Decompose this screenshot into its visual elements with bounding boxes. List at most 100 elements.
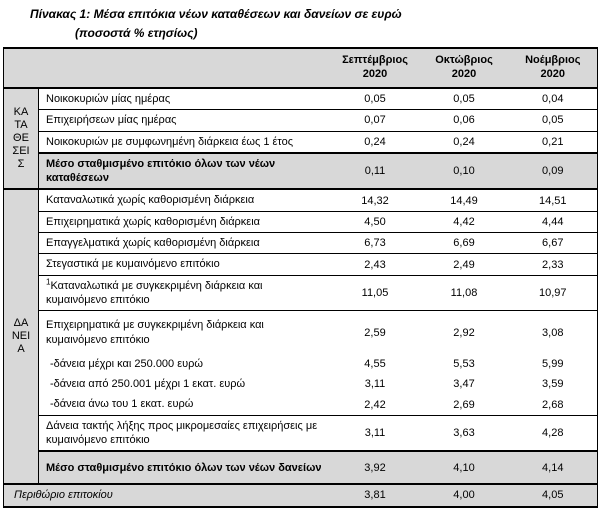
table-row: Επαγγελματικά χωρίς καθορισμένη διάρκεια… [3,232,598,254]
value-cell: 0,05 [542,114,564,127]
value-cell: 0,10 [453,165,475,178]
section-label-line: ΘΕ [13,132,29,145]
value-cell: 0,21 [542,135,564,148]
footer-row: Περιθώριο επιτοκίου 3,81 4,00 4,05 [3,484,598,507]
section-label-line: Α [17,343,25,356]
value-cell: 3,92 [364,461,386,474]
value-cell: 0,07 [364,114,386,127]
row-label: Στεγαστικά με κυμαινόμενο επιτόκιο [46,258,220,271]
table-body: ΚΑ ΤΑ ΘΕ ΣΕΙ Σ Νοικοκυριών μίας ημέρας 0,05 0,0… [3,88,598,485]
value-cell: 2,92 [453,326,475,339]
value-cell: 2,69 [453,398,475,411]
value-cell: 6,67 [542,237,564,250]
value-cell: 14,51 [538,194,567,207]
footer-row-label: Περιθώριο επιτοκίου [14,489,113,502]
row-label: Καταναλωτικά χωρίς καθορισμένη διάρκεια [46,194,255,207]
value-cell: 4,50 [364,215,386,228]
value-cell: 5,99 [542,358,564,370]
section-label-line: ΝΕΙ [11,330,31,343]
table-row: -δάνεια μέχρι και 250.000 ευρώ 4,55 5,53 5,… [4,354,598,374]
value-cell: 3,47 [453,378,475,391]
table-row: Επιχειρήσεων μίας ημέρας 0,07 0,06 0,05 [3,109,598,131]
table-row: ΔΑ ΝΕΙ Α Καταναλωτικά χωρίς καθορισμένη διά… [3,189,598,485]
value-cell: 14,32 [361,194,389,207]
value-cell: 2,42 [364,398,386,411]
row-label: -δάνεια από 250.001 μέχρι 1 εκατ. ευρώ [50,378,246,391]
table-row: -δάνεια από 250.001 μέχρι 1 εκατ. ευρώ 3,… [4,374,598,394]
value-cell: 6,69 [453,237,475,250]
table-row: Μέσο σταθμισμένο επιτόκιο όλων των νέων … [3,451,598,485]
row-label: Νοικοκυριών μίας ημέρας [46,93,171,105]
header-row: Σεπτέμβριος 2020 Οκτώβριος 2020 Νοέμβριο… [3,48,598,89]
value-cell: 5,53 [453,358,475,370]
value-cell: 0,04 [542,93,564,106]
value-cell: 4,42 [453,215,475,228]
section-label-line: ΚΑ [13,106,29,119]
value-cell: 10,97 [538,286,567,299]
value-cell: 0,09 [542,165,564,178]
section-label-line: Σ [17,158,25,171]
value-cell: 3,63 [453,427,475,440]
value-cell: 0,06 [453,114,475,127]
table-row: Μέσο σταθμισμένο επιτόκιο όλων των νέων … [3,152,598,190]
footer-value-cell: 3,81 [364,489,386,502]
column-header-year: 2020 [540,68,565,80]
table-subtitle: (ποσοστά % ετησίως) [75,26,198,40]
row-label: Επιχειρηματικά με συγκεκριμένη διάρκεια … [46,319,264,346]
value-cell: 11,08 [450,286,478,299]
table-row: Νοικοκυριών με συμφωνημένη διάρκεια έως … [3,131,598,153]
value-cell: 6,73 [364,237,386,250]
column-header-month: Οκτώβριος [435,54,493,67]
value-cell: 0,05 [453,93,475,106]
section-label-line: ΣΕΙ [12,145,30,158]
table-footer: Περιθώριο επιτοκίου 3,81 4,00 4,05 [3,484,598,507]
interest-rates-table: Σεπτέμβριος 2020 Οκτώβριος 2020 Νοέμβριο… [3,47,598,508]
header-corner-cell [3,48,331,89]
value-cell: 2,49 [453,258,475,271]
value-cell: 4,14 [542,461,564,474]
table-row: Επιχειρηματικά χωρίς καθορισμένη διάρκει… [3,211,598,232]
value-cell: 0,24 [453,135,475,148]
row-label: Μέσο σταθμισμένο επιτόκιο όλων των νέων … [46,157,276,185]
value-cell: 3,08 [542,326,564,339]
row-label: Νοικοκυριών με συμφωνημένη διάρκεια έως … [46,135,294,148]
value-cell: 3,11 [364,427,386,440]
value-cell: 2,43 [364,258,386,271]
table-row: Δάνεια τακτής λήξης προς μικρομεσαίες επ… [3,415,598,451]
row-label: Επιχειρήσεων μίας ημέρας [46,114,177,127]
section-label-line: ΤΑ [14,119,28,132]
value-cell: 4,44 [542,215,564,228]
section-label-katatheseis: ΚΑ ΤΑ ΘΕ ΣΕΙ Σ [3,88,39,190]
value-cell: 2,33 [542,258,564,271]
table-row: Στεγαστικά με κυμαινόμενο επιτόκιο 2,43 2,… [3,253,598,275]
row-label: Δάνεια τακτής λήξης προς μικρομεσαίες επ… [46,419,318,447]
column-header-month: Σεπτέμβριος [342,54,408,67]
value-cell: 0,05 [364,93,386,106]
column-header-month: Νοέμβριος [525,54,581,67]
value-cell: 4,55 [364,358,386,370]
row-label: Μέσο σταθμισμένο επιτόκιο όλων των νέων … [46,461,322,474]
column-header-year: 2020 [362,68,388,80]
value-cell: 11,05 [361,286,389,299]
column-header-november: Νοέμβριος 2020 [508,48,598,89]
value-cell: 14,49 [450,194,478,207]
column-header-october: Οκτώβριος 2020 [419,48,509,89]
value-cell: 4,10 [453,461,475,474]
row-label: Επιχειρηματικά χωρίς καθορισμένη διάρκει… [46,215,261,228]
table-row: Επιχειρηματικά με συγκεκριμένη διάρκεια … [3,310,598,354]
section-label-line: ΔΑ [13,317,29,330]
footnote-marker: 1 [46,277,51,287]
row-label: 1Καταναλωτικά με συγκεκριμένη διάρκεια κ… [46,277,263,306]
row-label: -δάνεια άνω του 1 εκατ. ευρώ [50,398,194,411]
value-cell: 2,59 [364,326,386,339]
value-cell: 4,28 [542,427,564,440]
column-header-year: 2020 [451,68,477,80]
row-label: Επαγγελματικά χωρίς καθορισμένη διάρκεια [46,237,260,250]
value-cell: 3,11 [364,378,386,391]
table-row: -δάνεια άνω του 1 εκατ. ευρώ 2,42 2,69 2,68 [4,394,598,415]
value-cell: 0,24 [364,135,386,148]
footer-value-cell: 4,05 [542,489,564,502]
value-cell: 3,59 [542,378,564,391]
footer-value-cell: 4,00 [453,489,475,502]
